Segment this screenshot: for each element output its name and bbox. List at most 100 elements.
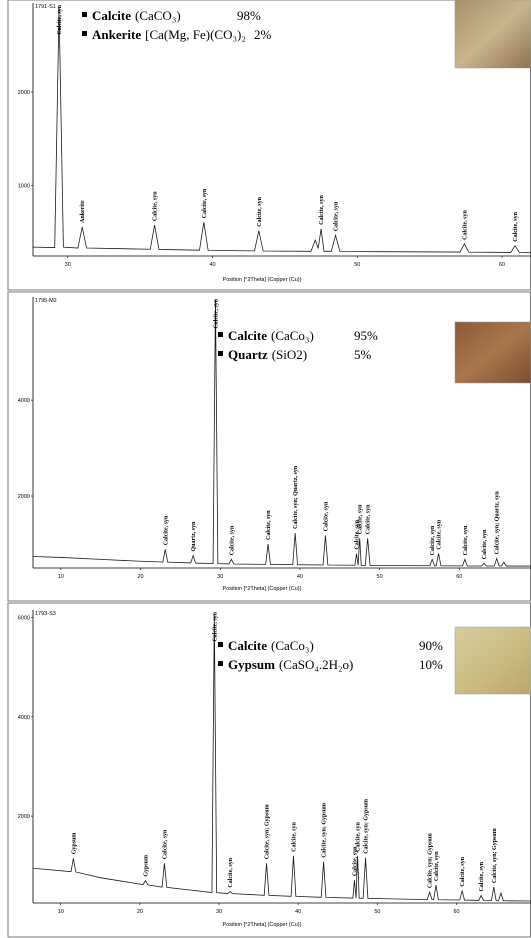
peak-label: Calcite, syn (162, 829, 168, 859)
x-tick-label: 50 (377, 574, 383, 580)
x-tick-label: 20 (137, 909, 143, 915)
x-tick-label: 40 (209, 262, 215, 268)
peak-label: Calcite, syn (358, 504, 364, 534)
x-tick-label: 60 (499, 262, 505, 268)
percent: 10% (419, 657, 443, 672)
x-tick-label: 60 (454, 909, 460, 915)
x-tick-label: 40 (297, 574, 303, 580)
mineral-name: Calcite (228, 638, 267, 653)
peak-label: Calcite, syn (366, 504, 372, 534)
peak-label: Calcite, syn (213, 298, 219, 328)
x-tick-label: 20 (138, 574, 144, 580)
peak-label: Calcite, syn (212, 611, 218, 641)
legend-entry: Gypsum (CaSO₄.2H₂o) (228, 657, 353, 672)
formula: (CaCo₃) (271, 638, 314, 653)
y-tick-label: 2000 (18, 494, 30, 500)
diffraction-line (33, 299, 531, 567)
mineral-name: Calcite (228, 328, 267, 343)
peak-label: Ankerite (80, 200, 86, 223)
peak-label: Quartz, syn (191, 521, 197, 552)
peak-label: Calcite, syn; Quartz, syn (495, 491, 501, 555)
sample-id: 1795-M2 (35, 298, 57, 304)
peak-label: Calcite, syn; Gypsum (492, 828, 498, 883)
peak-label: Calcite, syn (352, 846, 358, 876)
peak-label: Calcite, syn (319, 194, 325, 224)
panel-frame (7, 602, 531, 938)
y-tick-label: 6000 (18, 615, 30, 621)
peak-label: Calcite, syn (257, 196, 263, 226)
peak-label: Calcite, syn; Quartz, syn (293, 465, 299, 529)
y-tick-label: 2000 (18, 814, 30, 820)
peak-label: Gypsum (143, 855, 149, 877)
legend-bullet (218, 351, 223, 356)
peak-label: Calcite, syn (460, 856, 466, 886)
peak-label: Calcite, syn; Gypsum (428, 833, 434, 888)
panel-frame (7, 0, 531, 291)
x-tick-label: 30 (217, 574, 223, 580)
peak-label: Calcite, syn (513, 211, 519, 241)
y-tick-label: 1000 (18, 184, 30, 190)
peak-label: Calcite, syn (229, 525, 235, 555)
x-axis-title: Position [°2Theta] (Copper (Cu)) (223, 922, 302, 928)
peak-label: Calcite, syn (163, 515, 169, 545)
peak-label: Calcite, syn (463, 525, 469, 555)
legend-entry: Quartz (SiO2) (228, 347, 307, 362)
percent: 95% (354, 328, 378, 343)
formula: (CaCO₃) (135, 8, 181, 23)
legend-entry: Calcite (CaCo₃) (228, 638, 314, 653)
peak-label: Gypsum (71, 833, 77, 855)
formula: [Ca(Mg, Fe)(CO₃)₂ (145, 27, 246, 42)
peak-label: Calcite, syn (434, 851, 440, 881)
mineral-name: Gypsum (228, 657, 275, 672)
percent: 2% (254, 27, 272, 42)
peak-label: Calcite, syn (334, 201, 340, 231)
sample-id: 1793-S3 (35, 611, 56, 617)
legend-bullet (82, 12, 87, 17)
x-tick-label: 10 (58, 909, 64, 915)
peak-label: Calcite, syn (323, 501, 329, 531)
diffraction-line (33, 614, 531, 902)
legend-entry: Calcite (CaCO₃) (92, 8, 181, 23)
legend-entry: Calcite (CaCo₃) (228, 328, 314, 343)
formula: (SiO2) (272, 347, 307, 362)
mineral-name: Calcite (92, 8, 131, 23)
peak-label: Calcite, syn (202, 188, 208, 218)
sample-photo (454, 321, 531, 384)
percent: 90% (419, 638, 443, 653)
y-tick-label: 4000 (18, 715, 30, 721)
peak-label: Calcite, syn (355, 519, 361, 549)
x-tick-label: 10 (58, 574, 64, 580)
x-tick-label: 30 (65, 262, 71, 268)
legend-bullet (218, 642, 223, 647)
x-tick-label: 40 (295, 909, 301, 915)
peak-label: Calcite, syn (479, 861, 485, 891)
peak-label: Calcite, syn (57, 4, 63, 34)
mineral-name: Quartz (228, 347, 268, 362)
peak-label: Calcite, syn (266, 510, 272, 540)
diffraction-line (33, 7, 531, 254)
formula: (CaSO₄.2H₂o) (279, 657, 353, 672)
percent: 5% (354, 347, 372, 362)
x-tick-label: 30 (216, 909, 222, 915)
peak-label: Calcite, syn (482, 529, 488, 559)
peak-label: Calcite, syn (153, 191, 159, 221)
peak-label: Calcite, syn (462, 209, 468, 239)
x-tick-label: 60 (456, 574, 462, 580)
y-tick-label: 2000 (18, 90, 30, 96)
legend-bullet (82, 31, 87, 36)
formula: (CaCo₃) (271, 328, 314, 343)
legend-bullet (218, 661, 223, 666)
panel-frame (7, 291, 531, 602)
peak-label: Calcite, syn (228, 857, 234, 887)
x-tick-label: 50 (374, 909, 380, 915)
sample-photo (454, 626, 531, 695)
peak-label: Calcite, syn (291, 821, 297, 851)
peak-label: Calcite, syn (437, 519, 443, 549)
peak-label: Calcite, syn (430, 525, 436, 555)
sample-photo (454, 0, 531, 69)
peak-label: Calcite, syn; Gypsum (322, 803, 328, 858)
x-tick-label: 50 (354, 262, 360, 268)
y-tick-label: 4000 (18, 398, 30, 404)
x-axis-title: Position [°2Theta] (Copper (Cu)) (223, 586, 302, 592)
